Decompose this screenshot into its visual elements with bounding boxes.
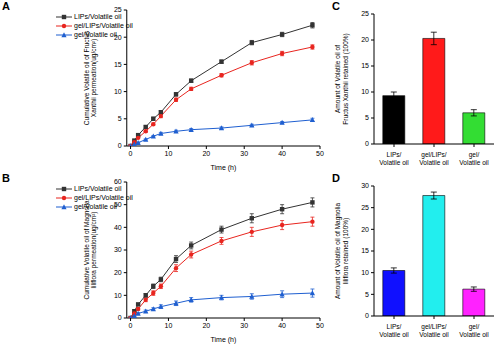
svg-text:LIPs/Volatile oil: LIPs/Volatile oil [379, 323, 409, 338]
svg-text:30: 30 [114, 246, 122, 253]
svg-text:15: 15 [361, 247, 369, 254]
svg-text:30: 30 [240, 150, 248, 157]
svg-text:0: 0 [129, 322, 133, 329]
svg-text:40: 40 [278, 150, 286, 157]
svg-text:50: 50 [316, 322, 324, 329]
svg-text:5: 5 [365, 291, 369, 298]
svg-text:0: 0 [118, 142, 122, 149]
svg-text:gel/Volatile oil: gel/Volatile oil [459, 151, 489, 166]
svg-text:15: 15 [114, 61, 122, 68]
svg-text:0: 0 [365, 140, 369, 147]
svg-text:0: 0 [365, 312, 369, 319]
svg-text:Amount of Volatile oil of Magn: Amount of Volatile oil of Magnolialilifl… [334, 203, 350, 299]
svg-text:Cumulative Volatile oil of Fru: Cumulative Volatile oil of FructusXanthi… [83, 30, 99, 125]
svg-text:Time (h): Time (h) [210, 336, 236, 344]
svg-text:gel/LIPs/Volatile oil: gel/LIPs/Volatile oil [419, 151, 449, 166]
svg-text:10: 10 [361, 269, 369, 276]
svg-text:5: 5 [365, 114, 369, 121]
svg-text:0: 0 [129, 150, 133, 157]
svg-text:10: 10 [165, 322, 173, 329]
svg-text:25: 25 [114, 6, 122, 13]
svg-text:Amount of Volatile oil ofFruct: Amount of Volatile oil ofFructus Xanthii… [334, 33, 350, 124]
svg-text:20: 20 [361, 36, 369, 43]
svg-text:40: 40 [114, 224, 122, 231]
svg-text:0: 0 [118, 314, 122, 321]
svg-text:25: 25 [361, 204, 369, 211]
svg-text:60: 60 [114, 178, 122, 185]
svg-text:40: 40 [278, 322, 286, 329]
svg-text:Cumulative Volatile oil of Mag: Cumulative Volatile oil of Magnolialilif… [83, 200, 99, 299]
svg-text:20: 20 [114, 34, 122, 41]
svg-text:30: 30 [240, 322, 248, 329]
svg-text:25: 25 [361, 10, 369, 17]
svg-text:50: 50 [316, 150, 324, 157]
svg-text:20: 20 [361, 226, 369, 233]
svg-text:20: 20 [202, 322, 210, 329]
svg-text:Time (h): Time (h) [210, 164, 236, 172]
svg-text:10: 10 [361, 88, 369, 95]
svg-text:30: 30 [361, 182, 369, 189]
svg-text:20: 20 [202, 150, 210, 157]
svg-text:LIPs/Volatile oil: LIPs/Volatile oil [379, 151, 409, 166]
svg-text:15: 15 [361, 62, 369, 69]
svg-text:5: 5 [118, 115, 122, 122]
svg-text:10: 10 [165, 150, 173, 157]
svg-text:10: 10 [114, 292, 122, 299]
svg-text:50: 50 [114, 201, 122, 208]
svg-text:gel/Volatile oil: gel/Volatile oil [459, 323, 489, 338]
svg-text:gel/LIPs/Volatile oil: gel/LIPs/Volatile oil [419, 323, 449, 338]
svg-text:20: 20 [114, 269, 122, 276]
svg-text:10: 10 [114, 88, 122, 95]
